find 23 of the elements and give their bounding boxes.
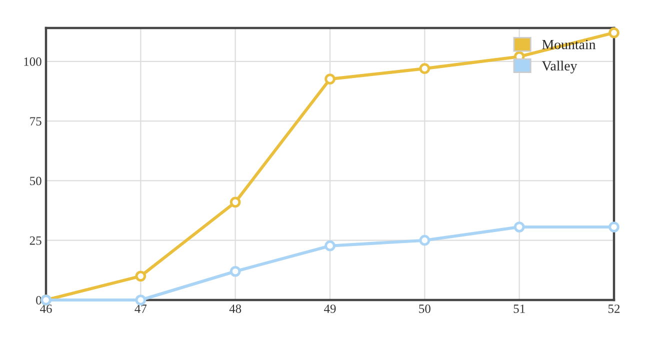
- point: [324, 240, 336, 252]
- y-tick-label: 100: [24, 57, 42, 66]
- x-tick-label: 46: [40, 304, 52, 313]
- x-tick-label: 48: [229, 304, 242, 313]
- x-tick-label: 49: [324, 304, 336, 313]
- point: [135, 270, 146, 282]
- point: [230, 196, 241, 208]
- point: [608, 222, 620, 232]
- point: [419, 234, 430, 246]
- y-tick-label: 25: [30, 236, 42, 245]
- point: [230, 266, 241, 277]
- point: [419, 63, 430, 74]
- point: [514, 222, 525, 232]
- x-tick-label: 51: [514, 304, 525, 313]
- point: [608, 27, 620, 38]
- y-tick-label: 50: [30, 176, 42, 186]
- x-tick-label: 50: [419, 304, 430, 313]
- x-tick-label: 52: [608, 304, 620, 313]
- point: [135, 294, 146, 306]
- legend-label: Valley: [542, 60, 578, 74]
- x-tick-label: 47: [134, 304, 147, 313]
- y-tick-label: 75: [30, 117, 42, 126]
- point: [324, 74, 336, 84]
